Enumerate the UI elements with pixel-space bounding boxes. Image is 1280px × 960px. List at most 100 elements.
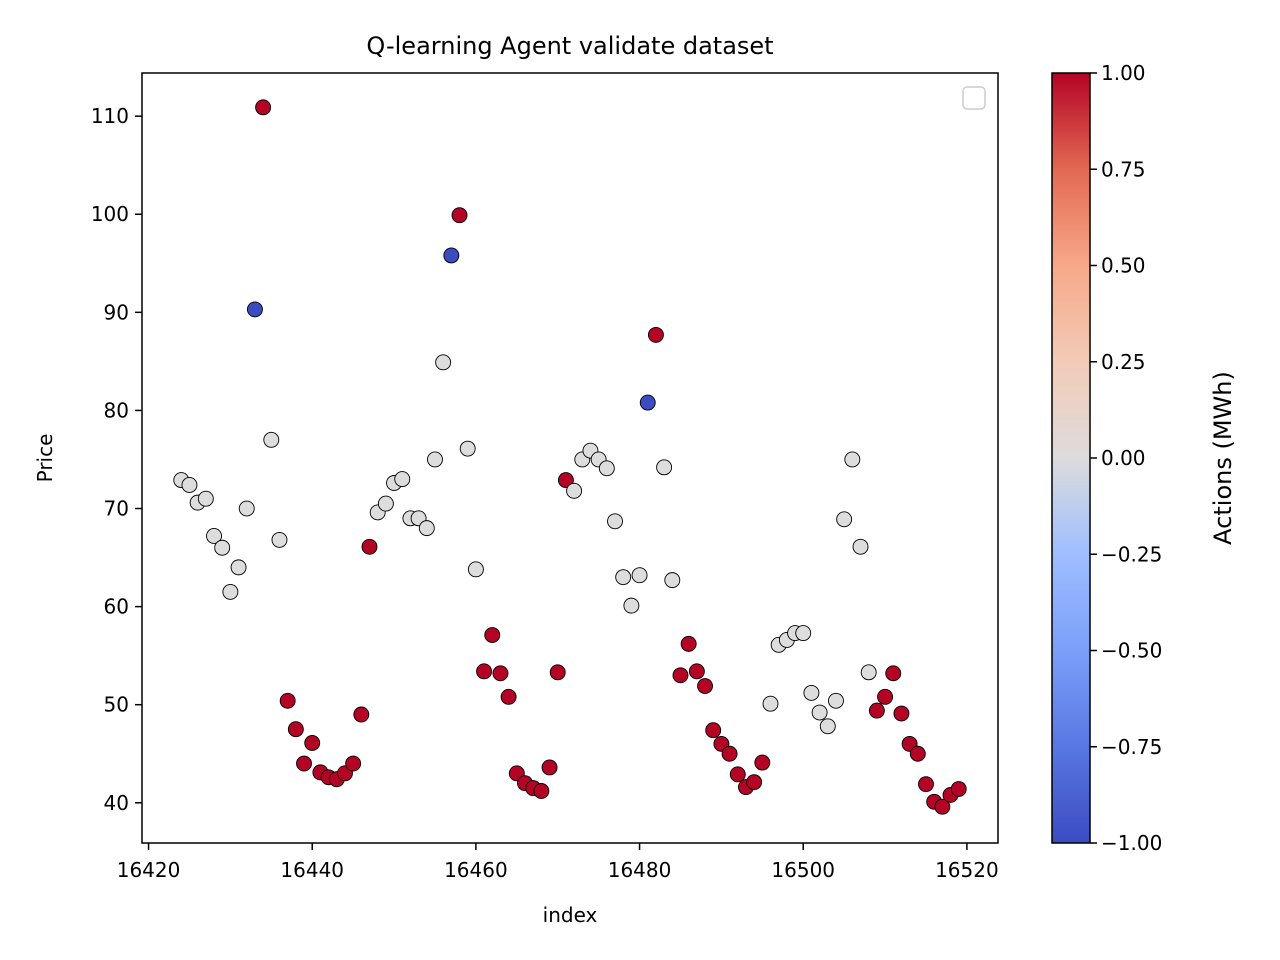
colorbar-label: Actions (MWh) [1209,371,1237,545]
data-point-70 [746,774,763,791]
data-point-44 [533,783,550,799]
y-tick-label-4: 80 [104,398,129,422]
x-tick-label-2: 16460 [444,858,508,882]
data-point-35 [459,440,476,457]
data-point-25 [377,495,394,512]
data-point-68 [729,766,746,783]
data-point-12 [271,531,288,548]
data-point-93 [934,798,951,815]
y-tick-label-6: 100 [91,202,129,226]
colorbar-tick-label-6: −0.50 [1101,639,1162,663]
data-point-79 [819,718,836,735]
y-axis-ticks: 40 50 60 70 80 90 100 110 [91,104,142,815]
plot-area [142,73,998,843]
data-point-76 [795,625,812,642]
data-point-71 [754,754,771,771]
data-point-38 [484,627,501,643]
data-point-64 [697,678,713,695]
data-point-65 [705,722,722,739]
data-point-22 [353,706,370,723]
x-axis-ticks: 16420 16440 16460 16480 16500 16520 [117,843,999,882]
data-point-52 [598,460,615,477]
legend-box [962,86,986,110]
data-point-11 [263,431,280,448]
data-point-48 [566,482,583,499]
data-point-88 [893,705,910,722]
data-point-87 [885,665,902,682]
data-point-36 [467,561,484,578]
data-point-55 [623,597,640,614]
colorbar-tick-label-5: −0.25 [1101,542,1162,566]
data-point-27 [394,471,411,488]
data-point-32 [435,354,452,371]
data-point-57 [639,394,656,411]
x-tick-label-5: 16520 [935,858,999,882]
y-tick-label-3: 70 [104,497,129,521]
data-point-59 [656,459,673,476]
y-tick-label-1: 50 [104,693,129,717]
data-point-30 [418,520,435,537]
data-point-3 [197,490,214,507]
data-point-54 [615,569,632,586]
x-axis-label: index [543,903,598,927]
colorbar-tick-label-3: 0.25 [1101,350,1146,374]
data-point-60 [664,572,681,589]
data-point-58 [647,326,664,343]
data-point-37 [476,663,493,680]
data-point-31 [427,451,443,468]
y-tick-label-5: 90 [104,300,129,324]
data-point-13 [279,692,296,709]
data-point-16 [304,735,321,751]
data-point-8 [238,500,255,517]
data-point-33 [443,247,460,264]
chart-title: Q-learning Agent validate dataset [366,32,773,60]
y-axis-label: Price [33,434,57,483]
data-point-4 [206,528,222,544]
data-point-61 [672,667,689,684]
colorbar-tick-label-2: 0.50 [1101,254,1146,278]
data-point-67 [721,745,738,762]
data-point-15 [296,755,312,772]
colorbar-ticks: 1.00 0.75 0.50 0.25 0.00 −0.25 −0.50 −0.75 −1.00 [1090,61,1162,855]
data-point-10 [255,99,272,116]
y-tick-label-7: 110 [91,104,129,128]
colorbar [1051,72,1091,844]
colorbar-tick-label-0: 1.00 [1101,61,1146,85]
data-point-7 [230,559,247,576]
data-point-81 [836,511,853,528]
data-point-46 [549,664,566,681]
data-point-82 [844,451,861,468]
data-point-86 [877,688,894,705]
x-tick-label-4: 16500 [771,858,835,882]
data-point-72 [762,695,779,712]
data-point-53 [607,513,623,530]
plot-frame [141,72,999,844]
x-tick-label-1: 16440 [280,858,344,882]
colorbar-tick-label-1: 0.75 [1101,157,1146,181]
points-layer [173,99,967,815]
data-point-39 [492,665,509,682]
data-point-80 [828,692,844,709]
data-point-45 [541,759,558,776]
data-point-90 [909,745,926,762]
y-tick-label-2: 60 [104,595,129,619]
data-point-34 [451,207,468,224]
colorbar-tick-label-7: −0.75 [1101,735,1162,759]
data-point-23 [361,538,378,555]
data-point-21 [345,755,362,772]
data-point-47 [557,472,574,489]
colorbar-tick-label-4: 0.00 [1101,446,1146,470]
data-point-78 [811,704,828,721]
data-point-62 [680,635,697,652]
data-point-5 [214,539,231,556]
y-tick-label-0: 40 [104,791,129,815]
x-tick-label-0: 16420 [117,858,181,882]
x-tick-label-3: 16480 [608,858,672,882]
data-point-63 [688,663,705,680]
data-point-9 [246,301,263,318]
data-point-85 [868,702,885,719]
data-point-91 [918,776,934,793]
data-point-14 [287,721,304,738]
colorbar-tick-label-8: −1.00 [1101,831,1162,855]
